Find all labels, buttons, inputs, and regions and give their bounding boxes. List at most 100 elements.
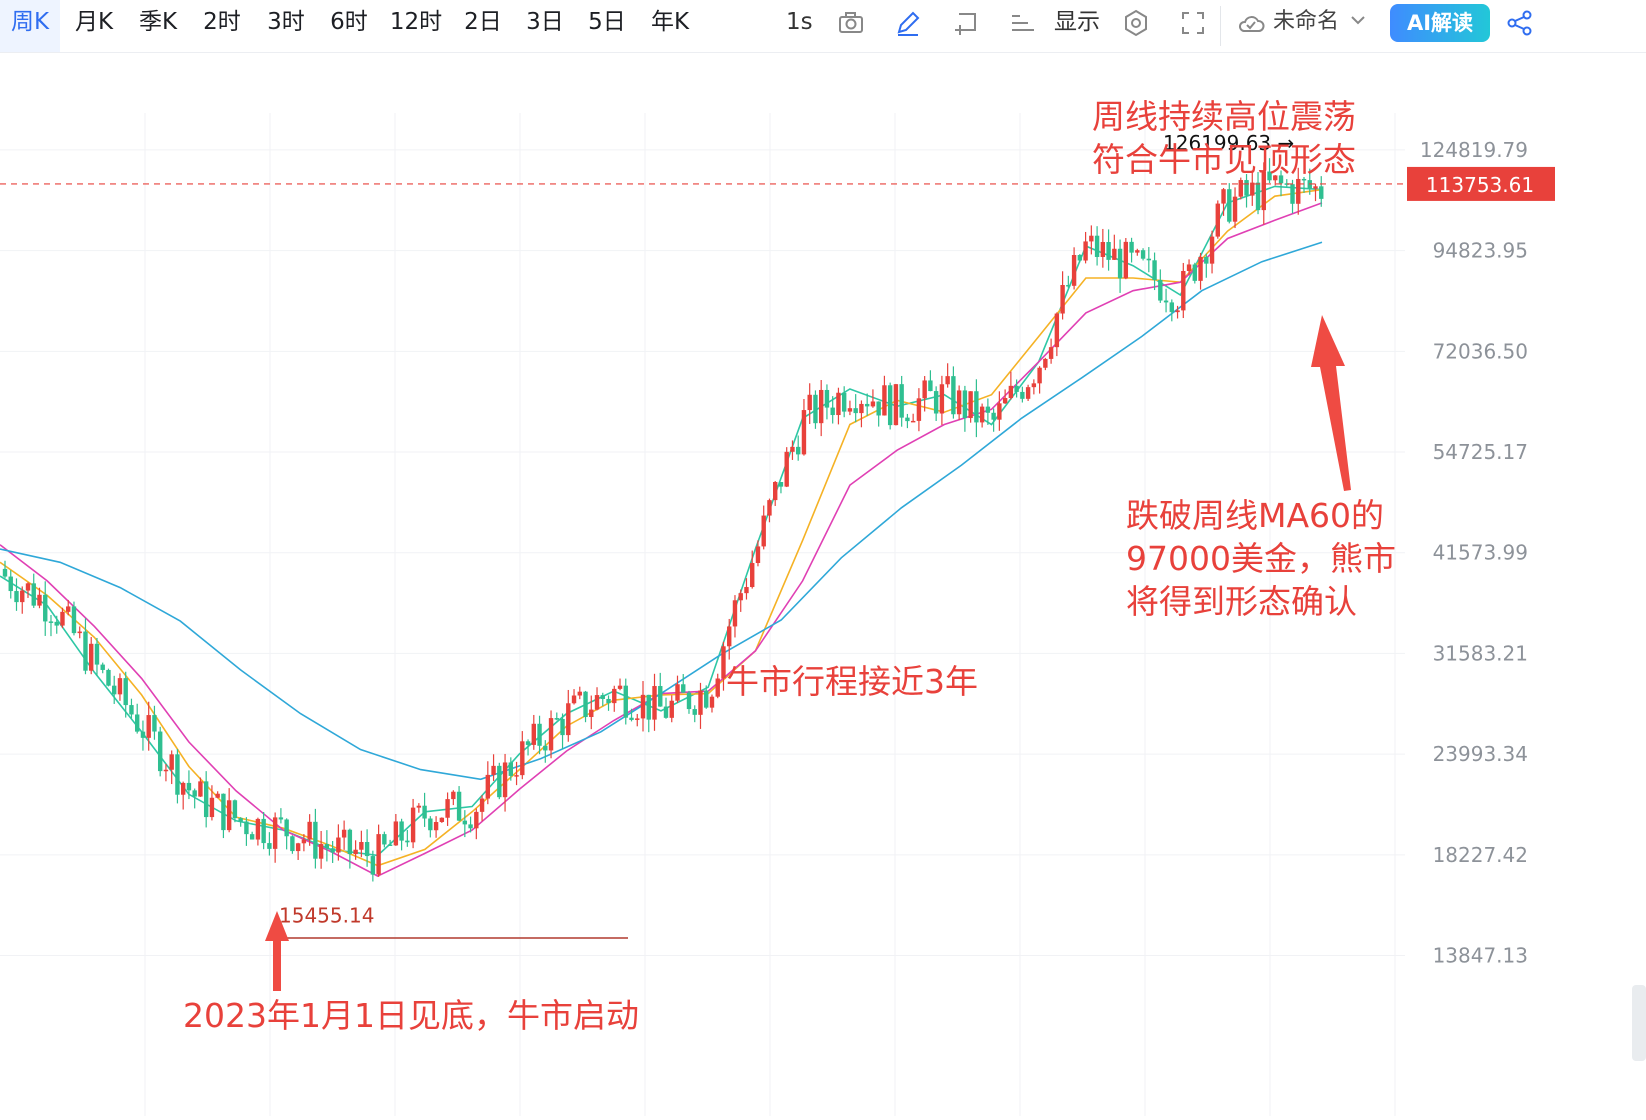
candle-body <box>709 696 715 708</box>
candle-body <box>112 685 117 695</box>
candle-body <box>1135 250 1140 253</box>
cloud-icon[interactable] <box>1236 9 1266 39</box>
candle-body <box>169 754 174 770</box>
candle-body <box>985 406 991 413</box>
timeframe-tab[interactable]: 2日 <box>464 9 502 35</box>
candle-body <box>474 811 479 829</box>
camera-icon[interactable] <box>836 8 866 38</box>
pencil-icon[interactable] <box>893 8 923 38</box>
candle-body <box>635 718 640 720</box>
candle-body <box>1112 248 1117 260</box>
candle-body <box>933 391 939 414</box>
candle-body <box>2 568 8 577</box>
candle-body <box>738 593 743 601</box>
arrow-shaft <box>273 931 281 991</box>
candle-body <box>1232 196 1238 222</box>
candle-body <box>290 836 295 852</box>
timeframe-tab[interactable]: 月K <box>74 9 114 35</box>
candle-body <box>313 821 318 859</box>
timeframe-tab[interactable]: 季K <box>138 9 178 35</box>
candle-body <box>905 417 910 422</box>
candle-body <box>548 718 554 751</box>
timeframe-tab[interactable]: 周K <box>0 0 60 52</box>
candle-body <box>186 782 192 791</box>
candle-body <box>928 380 933 392</box>
candle-body <box>89 643 94 671</box>
timeframe-tab[interactable]: 6时 <box>330 9 368 35</box>
candle-body <box>715 678 720 697</box>
price-axis-tick: 18227.42 <box>1433 843 1528 867</box>
candle-body <box>238 818 243 822</box>
candle-body <box>1261 171 1266 211</box>
interval-selector[interactable]: 1s <box>786 9 813 35</box>
fullscreen-icon[interactable] <box>1178 8 1208 38</box>
candle-body <box>1313 186 1318 189</box>
candle-body <box>479 798 485 812</box>
chart-area[interactable]: 124819.79 94823.95 72036.50 54725.17 41573.9… <box>0 53 1646 1116</box>
price-axis-scroll-handle[interactable] <box>1632 985 1646 1061</box>
candle-body <box>382 834 387 845</box>
timeframe-tab[interactable]: 5日 <box>588 9 626 35</box>
timeframe-tab[interactable]: 2时 <box>203 9 241 35</box>
candle-body <box>974 391 979 423</box>
candle-body <box>525 741 531 745</box>
candle-body <box>60 611 65 626</box>
candle-body <box>370 856 376 875</box>
candle-body <box>531 723 536 745</box>
candle-body <box>652 686 657 720</box>
candle-body <box>1129 241 1134 253</box>
gear-icon[interactable] <box>1121 8 1151 38</box>
candle-body <box>324 844 330 849</box>
candle-body <box>692 709 697 715</box>
price-chart[interactable]: 124819.79 94823.95 72036.50 54725.17 41573.9… <box>0 53 1646 1116</box>
candle-body <box>813 394 818 424</box>
ai-interpret-button[interactable]: AI解读 <box>1390 4 1490 42</box>
candle-body <box>1158 279 1163 301</box>
timeframe-tab[interactable]: 12时 <box>389 9 443 35</box>
share-icon[interactable] <box>1505 8 1535 38</box>
candle-body <box>686 692 692 710</box>
chevron-down-icon[interactable] <box>1348 10 1368 30</box>
candle-body <box>1020 391 1025 399</box>
candle-body <box>922 380 927 399</box>
price-axis-tick: 72036.50 <box>1433 339 1528 363</box>
candle-body <box>945 376 950 385</box>
candle-body <box>451 791 456 800</box>
candle-body <box>600 695 605 699</box>
candle-body <box>330 848 335 853</box>
candle-body <box>94 643 100 665</box>
candle-body <box>1002 398 1008 404</box>
candle-body <box>278 817 284 820</box>
candle-body <box>387 844 393 846</box>
candle-body <box>1100 242 1106 257</box>
candle-body <box>1273 175 1278 181</box>
indicator-list-icon[interactable] <box>1008 8 1038 38</box>
candle-body <box>979 406 985 423</box>
display-menu[interactable]: 显示 <box>1054 9 1100 35</box>
candle-body <box>767 500 772 516</box>
candle-body <box>1037 367 1042 384</box>
candle-body <box>1060 284 1065 314</box>
candle-body <box>1066 284 1071 287</box>
candle-body <box>244 821 249 835</box>
candle-body <box>663 706 669 718</box>
candle-body <box>951 376 956 415</box>
candle-body <box>853 408 858 414</box>
add-panel-icon[interactable] <box>951 8 981 38</box>
candle-body <box>646 694 651 720</box>
timeframe-tab[interactable]: 3日 <box>526 9 564 35</box>
timeframe-tab[interactable]: 3时 <box>267 9 305 35</box>
layout-name[interactable]: 未命名 <box>1273 9 1340 34</box>
candle-body <box>359 842 364 850</box>
candle-body <box>48 621 54 623</box>
timeframe-tab[interactable]: 年K <box>650 9 690 35</box>
high-price-marker: 126199.63 → <box>1163 131 1294 155</box>
candle-body <box>43 594 48 622</box>
candle-body <box>399 821 404 841</box>
candle-body <box>180 782 186 795</box>
candle-body <box>502 762 508 798</box>
candle-body <box>31 583 36 606</box>
candle-body <box>623 685 628 718</box>
candle-body <box>433 822 439 831</box>
candle-body <box>8 576 13 592</box>
